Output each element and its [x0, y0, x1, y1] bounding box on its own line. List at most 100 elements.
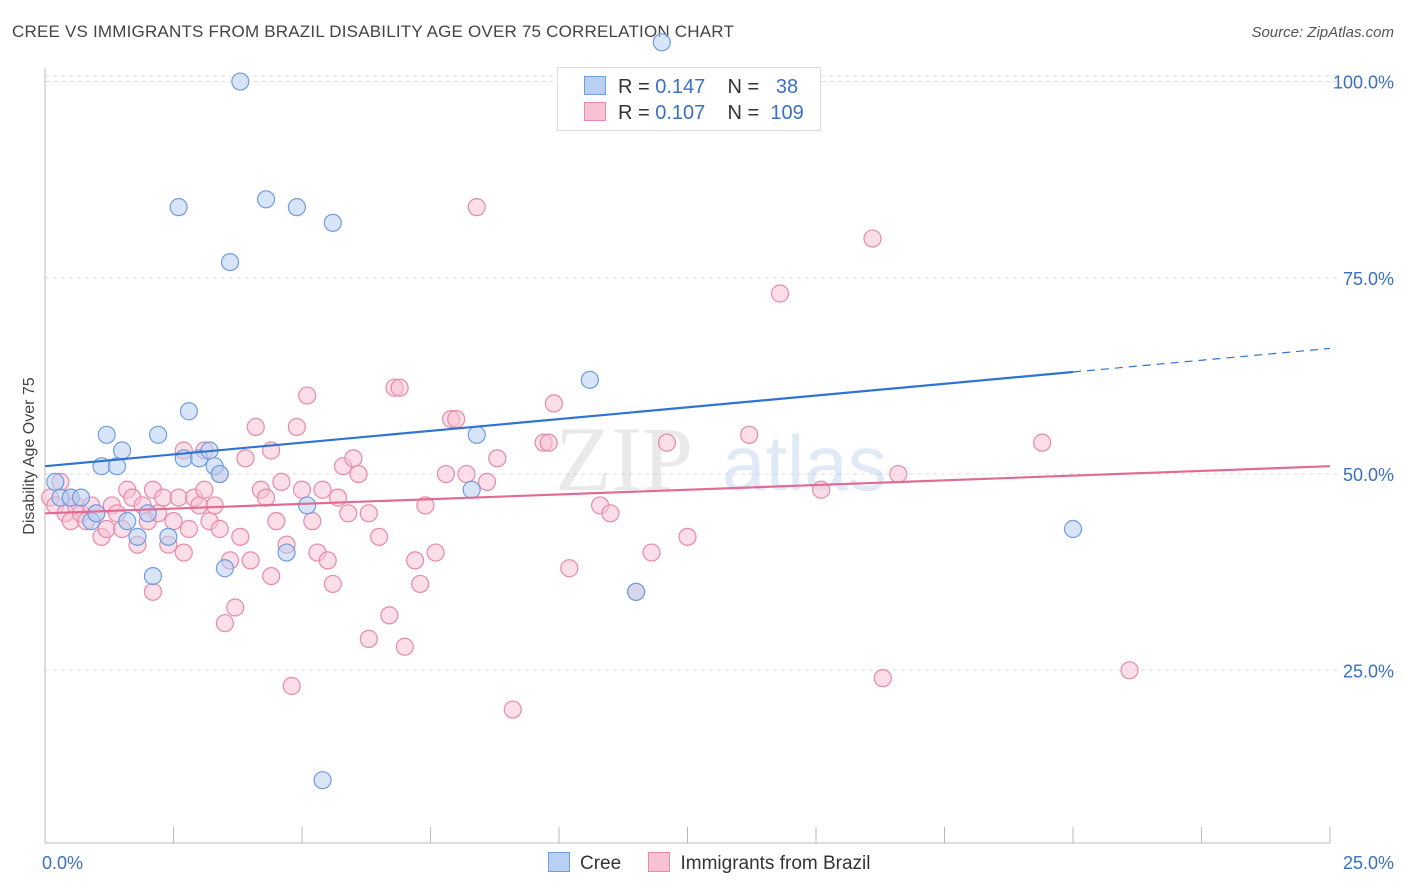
- cree-point: [179, 402, 199, 421]
- brazil-point: [426, 543, 445, 562]
- brazil-point: [318, 551, 337, 570]
- y-tick-label: 25.0%: [1343, 661, 1394, 681]
- brazil-point: [601, 504, 620, 523]
- cree-swatch: [584, 76, 606, 95]
- brazil-legend-label: Immigrants from Brazil: [680, 853, 871, 874]
- brazil-point: [678, 527, 697, 546]
- series-legend: Cree Immigrants from Brazil: [548, 852, 893, 875]
- brazil-point: [210, 519, 229, 539]
- cree-point: [143, 566, 163, 586]
- stats-row-cree: R = 0.147 N = 38: [584, 76, 798, 100]
- cree-point: [580, 370, 599, 389]
- brazil-point: [164, 512, 183, 531]
- brazil-point: [272, 472, 291, 491]
- cree-point: [220, 253, 240, 272]
- brazil-point: [298, 386, 317, 405]
- brazil-point: [359, 629, 378, 649]
- cree-point: [256, 190, 276, 209]
- stats-row-brazil: R = 0.107 N = 109: [584, 102, 804, 126]
- brazil-point: [359, 504, 378, 523]
- brazil-point: [349, 464, 368, 484]
- cree-trend-line: [44, 370, 1074, 468]
- source-label: Source: ZipAtlas.com: [1251, 24, 1394, 41]
- brazil-point: [236, 449, 255, 468]
- brazil-point: [287, 417, 306, 437]
- brazil-point: [205, 496, 224, 515]
- legend-item-cree[interactable]: Cree: [548, 852, 621, 875]
- y-tick-label: 75.0%: [1343, 269, 1394, 289]
- brazil-point: [174, 543, 193, 562]
- cree-point: [287, 198, 306, 217]
- brazil-point: [539, 433, 558, 452]
- cree-legend-swatch: [548, 852, 570, 872]
- brazil-point: [416, 496, 435, 515]
- brazil-point: [889, 464, 908, 484]
- brazil-point: [447, 410, 466, 429]
- cree-point: [462, 480, 481, 499]
- brazil-point: [169, 488, 188, 507]
- brazil-point: [503, 700, 522, 719]
- brazil-point: [770, 284, 790, 303]
- watermark: ZIP atlas: [555, 408, 887, 510]
- cree-point: [231, 72, 250, 91]
- brazil-point: [467, 198, 486, 217]
- brazil-trend-line: [44, 465, 1331, 515]
- brazil-point: [143, 582, 163, 601]
- cree-point: [467, 425, 486, 444]
- brazil-point: [657, 433, 677, 452]
- brazil-point: [190, 496, 209, 515]
- brazil-point: [313, 480, 332, 499]
- brazil-point: [405, 551, 425, 570]
- legend-item-brazil[interactable]: Immigrants from Brazil: [648, 852, 871, 875]
- brazil-point: [339, 504, 358, 523]
- cree-point: [1063, 519, 1083, 539]
- brazil-point: [231, 527, 250, 546]
- cree-point: [118, 512, 137, 531]
- brazil-point: [411, 574, 430, 594]
- brazil-point: [390, 378, 409, 397]
- cree-legend-label: Cree: [580, 853, 622, 874]
- n-label: N =: [727, 102, 760, 124]
- cree-point: [210, 464, 229, 484]
- cree-point: [112, 441, 132, 460]
- y-axis-label: Disability Age Over 75: [21, 377, 38, 535]
- y-tick-label: 100.0%: [1333, 73, 1394, 93]
- brazil-point: [215, 614, 234, 633]
- r-label: R =: [618, 76, 650, 98]
- brazil-point: [380, 606, 399, 625]
- brazil-point: [256, 488, 276, 507]
- cree-point: [298, 496, 317, 515]
- brazil-point: [488, 449, 507, 468]
- brazil-point: [323, 574, 342, 594]
- cree-point: [652, 33, 671, 52]
- brazil-point: [267, 512, 286, 531]
- trend-lines: [44, 347, 1331, 515]
- cree-point: [87, 504, 106, 523]
- brazil-point: [477, 472, 497, 491]
- brazil-point: [292, 480, 312, 499]
- brazil-point: [226, 598, 245, 617]
- brazil-n-value: 109: [770, 102, 804, 124]
- brazil-point: [863, 229, 882, 248]
- brazil-point: [179, 519, 199, 539]
- brazil-swatch: [584, 102, 606, 121]
- brazil-point: [457, 464, 476, 484]
- r-label: R =: [618, 102, 650, 124]
- brazil-point: [560, 559, 579, 578]
- brazil-point: [873, 669, 892, 688]
- grid-lines: [45, 75, 1338, 671]
- brazil-point: [262, 566, 281, 586]
- brazil-point: [436, 464, 456, 484]
- brazil-point: [303, 512, 322, 531]
- cree-point: [138, 504, 157, 523]
- brazil-legend-swatch: [648, 852, 671, 872]
- brazil-point: [241, 551, 260, 570]
- brazil-point: [1120, 661, 1139, 680]
- cree-points: [46, 33, 1083, 790]
- cree-point: [46, 472, 65, 491]
- brazil-point: [282, 676, 301, 696]
- brazil-point: [154, 488, 173, 507]
- cree-point: [313, 771, 332, 790]
- cree-point: [169, 198, 188, 217]
